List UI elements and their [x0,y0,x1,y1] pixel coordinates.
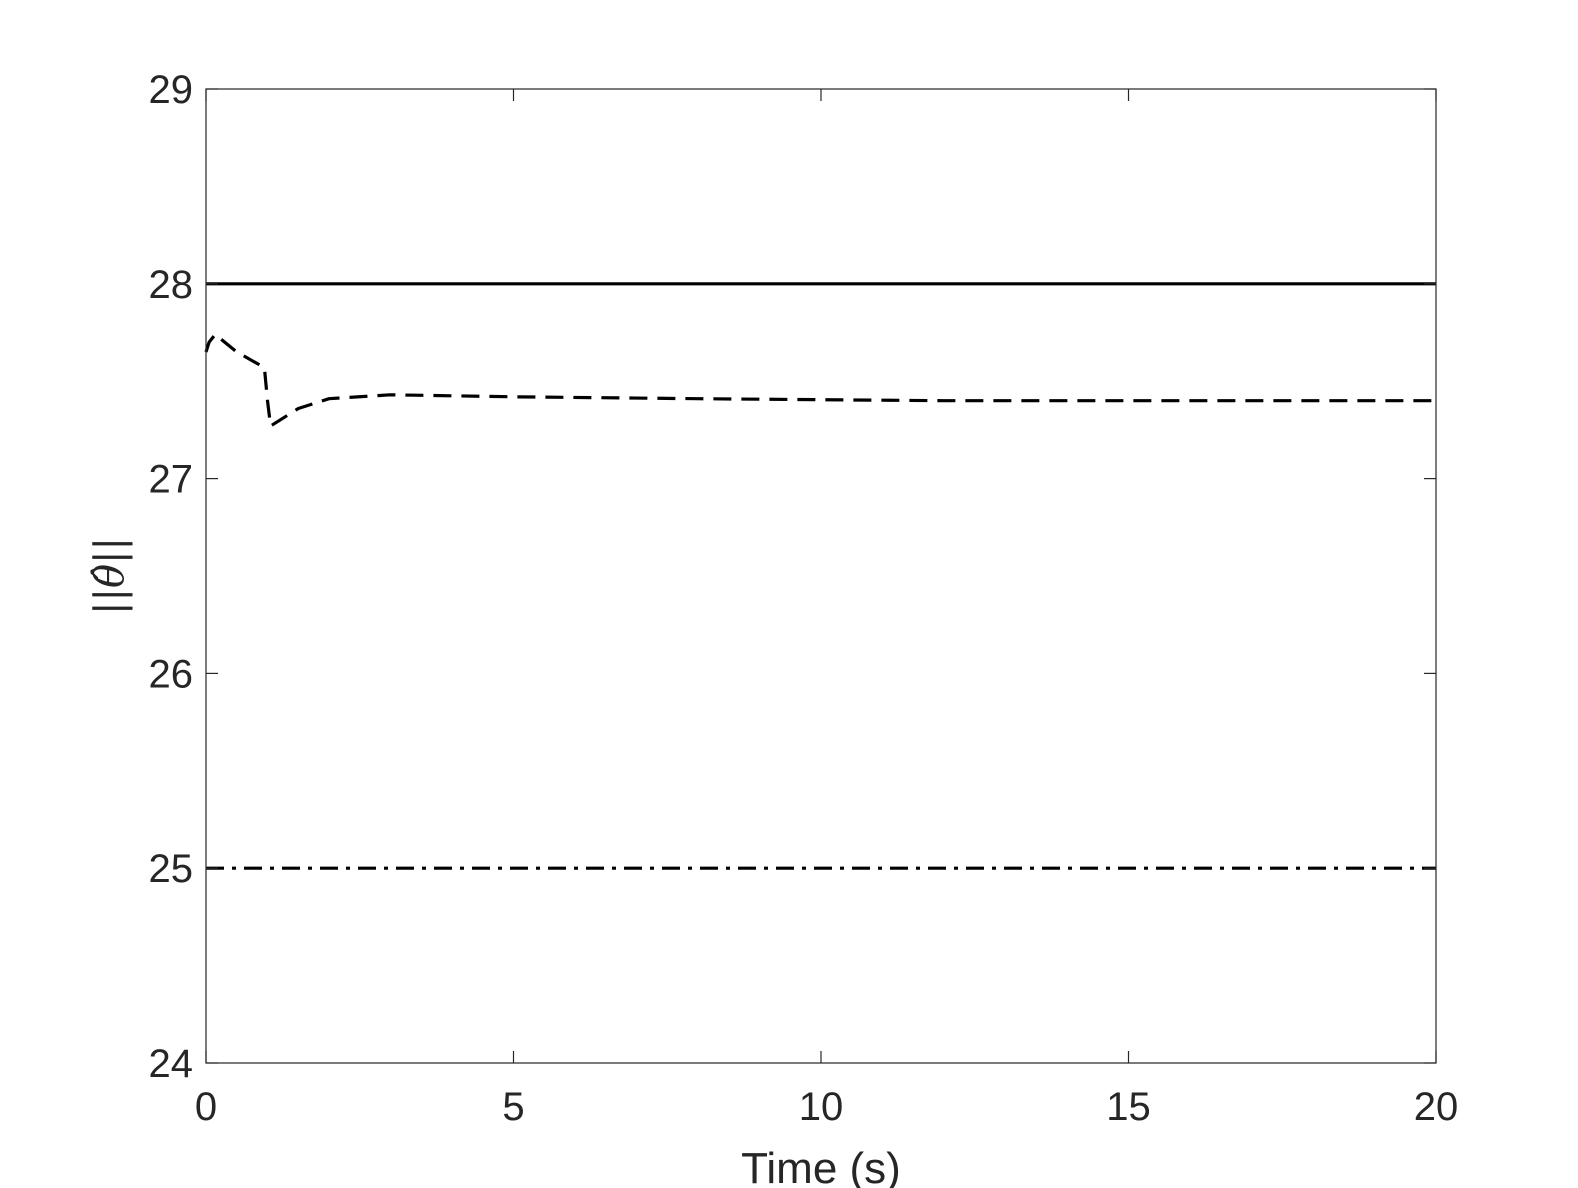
series-line-dashed [204,332,1436,428]
y-tick-label: 26 [149,652,194,696]
x-tick-label: 10 [799,1085,844,1129]
y-tick-label: 29 [149,68,194,112]
x-tick-label: 5 [502,1085,524,1129]
y-tick-label: 28 [149,263,194,307]
x-tick-label: 0 [195,1085,217,1129]
series-layer [204,282,1436,870]
x-tick-label: 20 [1414,1085,1459,1129]
x-axis-label: Time (s) [741,1144,901,1188]
plot-background [206,89,1436,1063]
tick-layer: 0 5 10 15 20 24 25 26 27 28 29 [149,68,1459,1129]
y-tick-label: 27 [149,458,194,502]
y-tick-label: 24 [149,1042,194,1086]
y-tick-label: 25 [149,847,194,891]
y-axis-label: ||θ̂|| [87,537,133,615]
x-tick-label: 15 [1106,1085,1151,1129]
